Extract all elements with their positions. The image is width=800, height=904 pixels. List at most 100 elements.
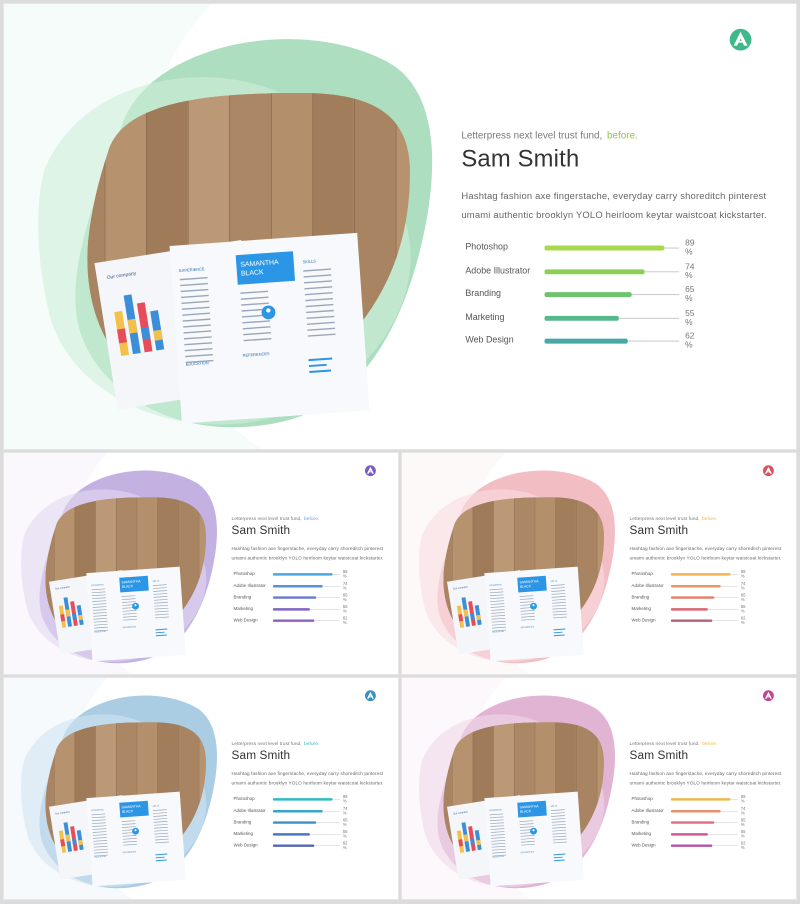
skill-name: Photoshop: [233, 571, 255, 577]
skill-name: Photoshop: [465, 241, 508, 252]
tagline: Letterpress next level trust fund, befor…: [232, 516, 390, 521]
skill-value: 89%: [343, 569, 350, 579]
skill-value-unit: %: [740, 596, 745, 602]
resume-section-skills: SKILLS: [153, 805, 160, 808]
tagline-accent: before.: [606, 130, 638, 142]
skill-bar-fill: [670, 619, 713, 622]
skill-row: Adobe Illustrator 74%: [461, 261, 778, 285]
skill-bar-fill: [272, 607, 310, 611]
skill-bar-fill: [544, 268, 645, 274]
slide-thumbnail[interactable]: Our company SAMANTHA BLACK EXPERIENCE: [402, 678, 796, 899]
tagline-text: Letterpress next level trust fund,: [461, 130, 603, 142]
skill-row: Web Design 62%: [232, 841, 390, 853]
skill-bar-track: [544, 338, 680, 344]
skill-value-number: 65: [342, 817, 348, 823]
resume-section-skills: SKILLS: [153, 580, 160, 583]
skill-row: Photoshop 89%: [232, 569, 390, 582]
slide-thumbnail[interactable]: Our company SAMANTHA BLACK EXPERIENCE: [4, 453, 398, 674]
skill-value-unit: %: [740, 833, 745, 839]
profile-description: Hashtag fashion axe fingerstache, everyd…: [629, 546, 782, 561]
skill-bar-fill: [670, 607, 708, 611]
profile-info: Letterpress next level trust fund, befor…: [630, 516, 788, 628]
tagline-text: Letterpress next level trust fund,: [629, 516, 700, 522]
skill-value-unit: %: [342, 810, 347, 816]
skill-value-unit: %: [685, 293, 693, 303]
skill-value-unit: %: [685, 316, 693, 327]
skill-value: 74%: [343, 581, 350, 590]
skill-bar-fill: [544, 338, 629, 344]
resume-section-skills: SKILLS: [551, 580, 558, 583]
skill-value-unit: %: [342, 596, 347, 602]
skill-bar-fill: [670, 584, 721, 588]
resume-section-education: EDUCATION: [492, 855, 504, 859]
skill-value-number: 62: [740, 615, 746, 621]
skill-value-number: 74: [740, 805, 746, 811]
profile-info: Letterpress next level trust fund, befor…: [461, 131, 778, 355]
skill-row: Photoshop 89%: [232, 794, 390, 807]
doc-label-text: Our company: [106, 271, 137, 282]
resume-name-text: SAMANTHA: [240, 259, 279, 269]
skill-value: 89%: [741, 569, 748, 579]
slide-thumbnail[interactable]: Our company SAMANTHA BLACK EXPERIENCE: [402, 453, 796, 674]
skill-value-number: 55: [685, 307, 695, 318]
skill-bar-track: [544, 315, 680, 321]
slide-thumbnail[interactable]: Our company SAMANTHA BLACK EXPERIENCE: [4, 678, 398, 899]
skill-name: Web Design: [233, 617, 258, 623]
skill-value: 65%: [685, 285, 699, 303]
skill-value: 55%: [741, 829, 748, 838]
resume-surname-text: BLACK: [241, 269, 264, 278]
skill-row: Photoshop 89%: [630, 569, 788, 582]
skills-list: Photoshop 89% Adobe Illustrator 74% Branding…: [630, 569, 788, 628]
skill-row: Web Design 62%: [461, 331, 778, 355]
skill-bar-fill: [272, 584, 323, 588]
resume-section-experience: EXPERIENCE: [179, 266, 205, 273]
skill-value: 65%: [343, 818, 350, 827]
slide-artwork: Our company SAMANTHA BLACK EXPERIENCE: [4, 4, 433, 449]
skill-bar-track: [544, 268, 680, 274]
brand-logo-icon: [365, 465, 376, 477]
skill-row: Web Design 62%: [630, 841, 788, 853]
skill-bar-fill: [544, 292, 633, 298]
skill-row: Photoshop 89%: [630, 794, 788, 807]
skill-bar-fill: [272, 619, 315, 622]
profile-name: Sam Smith: [461, 145, 580, 173]
skill-bar-fill: [272, 844, 315, 847]
resume-section-references: REFERENCES: [123, 851, 137, 854]
skill-row: Branding 65%: [461, 285, 778, 308]
tagline-text: Letterpress next level trust fund,: [231, 741, 302, 747]
resume-name-text: SAMANTHA: [121, 579, 141, 584]
skill-name: Branding: [465, 288, 502, 299]
skill-value-number: 74: [740, 580, 746, 586]
skill-value-number: 55: [740, 603, 746, 609]
skill-name: Marketing: [233, 605, 253, 611]
skill-bar-track: [544, 292, 680, 298]
skill-value-number: 55: [342, 828, 348, 834]
skill-name: Adobe Illustrator: [631, 582, 664, 588]
skill-bar-fill: [544, 245, 665, 251]
skill-name: Photoshop: [631, 796, 653, 802]
skill-value-number: 65: [685, 284, 695, 295]
skill-value-number: 65: [740, 592, 746, 598]
skill-value: 74%: [685, 261, 699, 280]
skill-name: Adobe Illustrator: [465, 264, 531, 275]
brand-logo-icon: [729, 28, 752, 51]
resume-surname-text: BLACK: [520, 809, 532, 814]
slide-artwork: Our company SAMANTHA BLACK EXPERIENCE: [402, 678, 616, 899]
resume-section-experience: EXPERIENCE: [91, 809, 104, 812]
skill-row: Web Design 62%: [232, 616, 390, 628]
skill-value: 62%: [741, 616, 748, 625]
skill-bar-track: [544, 245, 680, 251]
profile-name: Sam Smith: [231, 523, 291, 537]
skill-name: Web Design: [465, 334, 514, 345]
skill-name: Marketing: [631, 605, 651, 611]
skill-bar-fill: [670, 821, 715, 824]
doc-label-text: Our company: [453, 810, 469, 815]
skill-row: Adobe Illustrator 74%: [630, 581, 788, 593]
skill-value-number: 65: [342, 592, 348, 598]
skill-name: Marketing: [465, 311, 505, 322]
skill-name: Adobe Illustrator: [233, 807, 266, 813]
skill-value-number: 89: [740, 794, 746, 800]
tagline-accent: before.: [701, 516, 718, 522]
profile-description: Hashtag fashion axe fingerstache, everyd…: [231, 546, 384, 561]
slide-thumbnail[interactable]: Our company SAMANTHA BLACK EXPERIENCE: [4, 4, 796, 449]
